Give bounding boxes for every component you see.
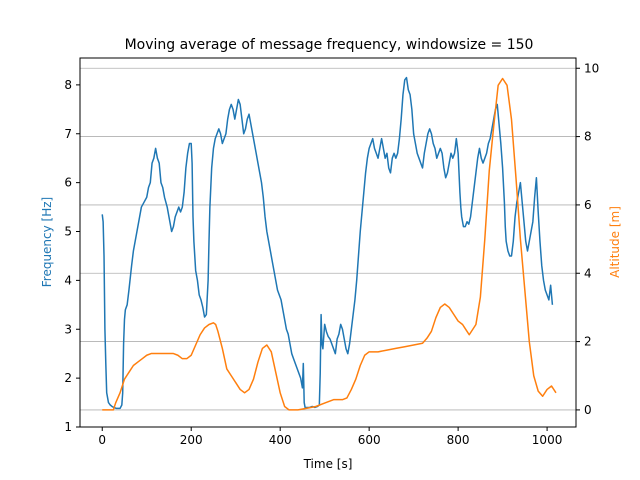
left-y-tick-label: 2 (64, 371, 72, 385)
right-y-tick-label: 8 (584, 130, 592, 144)
right-y-tick-label: 0 (584, 403, 592, 417)
left-y-tick-label: 7 (64, 127, 72, 141)
x-axis-label: Time [s] (303, 457, 353, 471)
left-y-tick-label: 1 (64, 420, 72, 434)
left-y-axis-label: Frequency [Hz] (40, 197, 54, 288)
x-tick-label: 800 (447, 433, 470, 447)
left-y-tick-label: 3 (64, 322, 72, 336)
chart-title: Moving average of message frequency, win… (125, 37, 534, 53)
right-y-tick-label: 6 (584, 198, 592, 212)
right-y-tick-label: 10 (584, 61, 599, 75)
right-y-axis-label: Altitude [m] (608, 206, 622, 278)
series-layer (101, 76, 557, 411)
x-tick-label: 600 (358, 433, 381, 447)
left-y-tick-label: 5 (64, 225, 72, 239)
plot-frame (79, 57, 577, 428)
x-tick-label: 400 (269, 433, 292, 447)
x-tick-label: 1000 (532, 433, 563, 447)
altitude-line (102, 77, 557, 411)
right-y-tick-label: 4 (584, 266, 592, 280)
right-y-tick-label: 2 (584, 335, 592, 349)
x-tick-label: 200 (180, 433, 203, 447)
left-y-tick-label: 8 (64, 78, 72, 92)
frequency-line (101, 76, 554, 410)
grid-lines (80, 67, 576, 411)
right-y-axis-ticks: 0 2 4 6 8 10 (576, 61, 599, 417)
x-axis-ticks: 0 200 400 600 800 1000 (98, 427, 562, 447)
left-y-tick-label: 6 (64, 176, 72, 190)
left-y-tick-label: 4 (64, 273, 72, 287)
left-y-axis-ticks: 1 2 3 4 5 6 7 8 (64, 78, 80, 434)
x-tick-label: 0 (98, 433, 106, 447)
